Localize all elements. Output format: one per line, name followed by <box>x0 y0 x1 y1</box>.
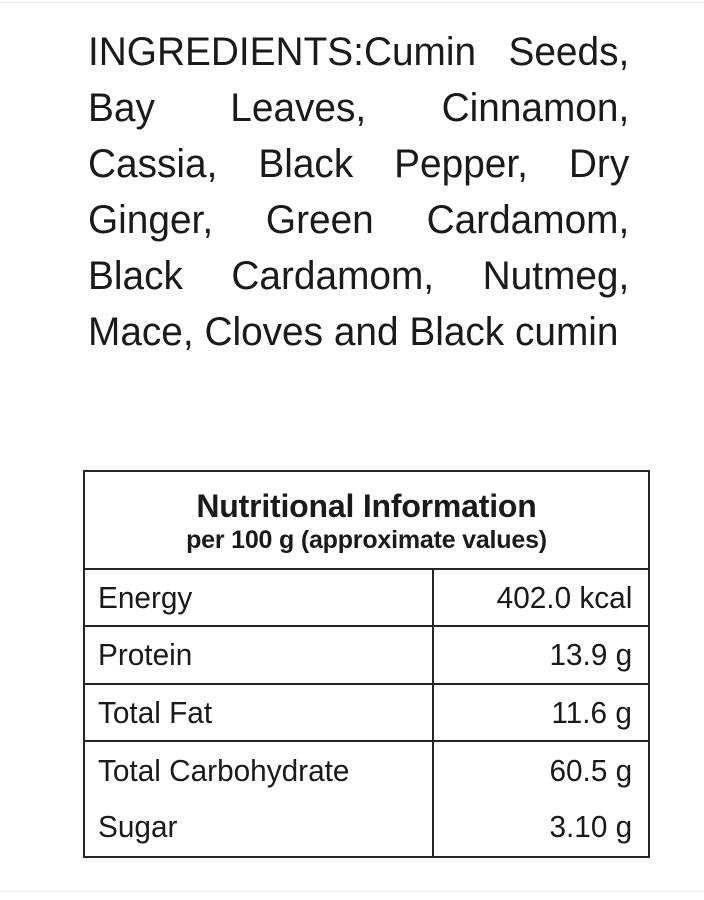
ingredients-line: Mace, Cloves and Black cumin <box>88 310 619 354</box>
ingredients-segment: Bay <box>88 86 155 130</box>
nutrient-sub-label: Sugar <box>98 809 178 844</box>
ingredients-segment: Leaves, <box>230 86 367 130</box>
nutrient-value-cell: 60.5 g 3.10 g <box>434 742 648 856</box>
nutrient-label: Total Fat <box>98 694 213 730</box>
ingredients-segment: Black <box>88 254 183 298</box>
ingredients-line: Bay Leaves, Cinnamon, <box>88 80 629 136</box>
nutrient-value: 13.9 g <box>549 637 632 672</box>
nutrition-table: Nutritional Information per 100 g (appro… <box>83 470 650 858</box>
ingredients-segment: Green <box>265 198 374 242</box>
page-edge-bottom <box>0 891 704 892</box>
ingredients-block: INGREDIENTS:Cumin Seeds, Bay Leaves, Cin… <box>88 24 648 360</box>
ingredients-segment: Cassia, <box>88 142 218 186</box>
ingredients-line: Ginger, Green Cardamom, <box>88 192 629 248</box>
nutrient-value-cell: 13.9 g <box>434 627 648 683</box>
table-row-carbohydrate-group: Total Carbohydrate Sugar 60.5 g 3.10 g <box>85 742 648 856</box>
nutrient-value-cell: 11.6 g <box>434 685 648 740</box>
ingredients-segment: Cardamom, <box>426 198 630 242</box>
ingredients-segment: Dry <box>568 142 630 186</box>
nutrition-table-body: Energy 402.0 kcal Protein 13.9 g Total F… <box>85 570 648 856</box>
nutrition-subtitle: per 100 g (approximate values) <box>186 526 547 554</box>
ingredients-segment: Cinnamon, <box>441 86 630 130</box>
ingredients-segment: Pepper, <box>394 142 528 186</box>
nutrition-table-header: Nutritional Information per 100 g (appro… <box>85 472 648 570</box>
ingredients-line: Cassia, Black Pepper, Dry <box>88 136 629 192</box>
nutrient-value: 11.6 g <box>551 694 632 730</box>
nutrient-name-cell: Total Carbohydrate Sugar <box>85 742 434 856</box>
ingredients-segment: Nutmeg, <box>482 254 630 298</box>
nutrient-label: Protein <box>98 637 193 672</box>
nutrient-value: 402.0 kcal <box>496 579 632 615</box>
table-row: Protein 13.9 g <box>85 627 648 685</box>
nutrition-title: Nutritional Information <box>196 488 537 524</box>
ingredients-segment: INGREDIENTS:Cumin <box>88 30 477 74</box>
page-edge-top <box>0 2 704 3</box>
ingredients-line: Black Cardamom, Nutmeg, <box>88 248 629 304</box>
nutrient-value-cell: 402.0 kcal <box>434 570 648 625</box>
nutrient-name-cell: Energy <box>85 570 434 625</box>
nutrient-value: 60.5 g <box>549 753 632 788</box>
ingredients-segment: Black <box>258 142 354 186</box>
table-row: Energy 402.0 kcal <box>85 570 648 627</box>
nutrient-label: Energy <box>98 579 193 615</box>
table-row: Total Fat 11.6 g <box>85 685 648 742</box>
ingredients-segment: Seeds, <box>508 30 630 74</box>
nutrient-name-cell: Total Fat <box>85 685 434 740</box>
ingredients-line: INGREDIENTS:Cumin Seeds, <box>88 24 629 80</box>
nutrient-name-cell: Protein <box>85 627 434 683</box>
ingredients-segment: Cardamom, <box>231 254 435 298</box>
nutrient-sub-value: 3.10 g <box>549 809 632 844</box>
ingredients-segment: Ginger, <box>88 198 214 242</box>
nutrient-label: Total Carbohydrate <box>98 753 350 788</box>
